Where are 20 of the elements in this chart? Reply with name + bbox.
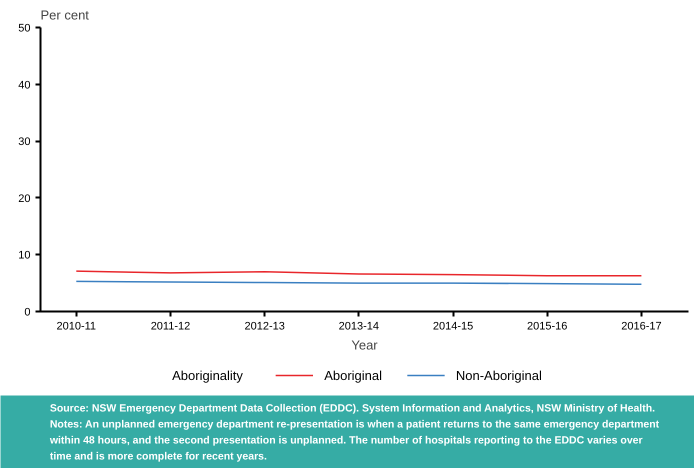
y-tick-label: 50 <box>18 22 31 34</box>
x-tick-label: 2016-17 <box>621 320 662 332</box>
x-tick-label: 2012-13 <box>244 320 285 332</box>
y-tick-label: 20 <box>18 192 31 205</box>
y-tick-label: 10 <box>18 250 31 262</box>
y-tick-label: 40 <box>18 79 31 92</box>
x-tick-label: 2014-15 <box>432 320 474 332</box>
y-axis-title: Per cent <box>40 8 90 22</box>
x-tick-label: 2010-11 <box>56 320 96 332</box>
legend-title: Aboriginality <box>172 368 244 383</box>
x-tick-label: 2015-16 <box>527 320 568 332</box>
legend-label: Non-Aboriginal <box>456 368 542 383</box>
x-axis-title: Year <box>351 338 378 352</box>
text: Notes: An unplanned emergency department re-presentation is when a patient returns to the same emergency department within 48 hours, and the second presentation is unplanned. The number of hospitals reporting to the EDDC varies over time and is more complete for recent years. <box>48 418 660 462</box>
x-tick-label: 2011-12 <box>150 320 190 332</box>
y-tick-label: 0 <box>24 306 31 318</box>
source-note: Source: NSW Emergency Department Data Collection (EDDC). System Information and Analytics, NSW Ministry of Health. <box>50 402 656 414</box>
legend-label: Aboriginal <box>324 368 382 383</box>
y-tick-label: 30 <box>18 136 31 148</box>
x-tick-label: 2013-14 <box>338 320 380 332</box>
